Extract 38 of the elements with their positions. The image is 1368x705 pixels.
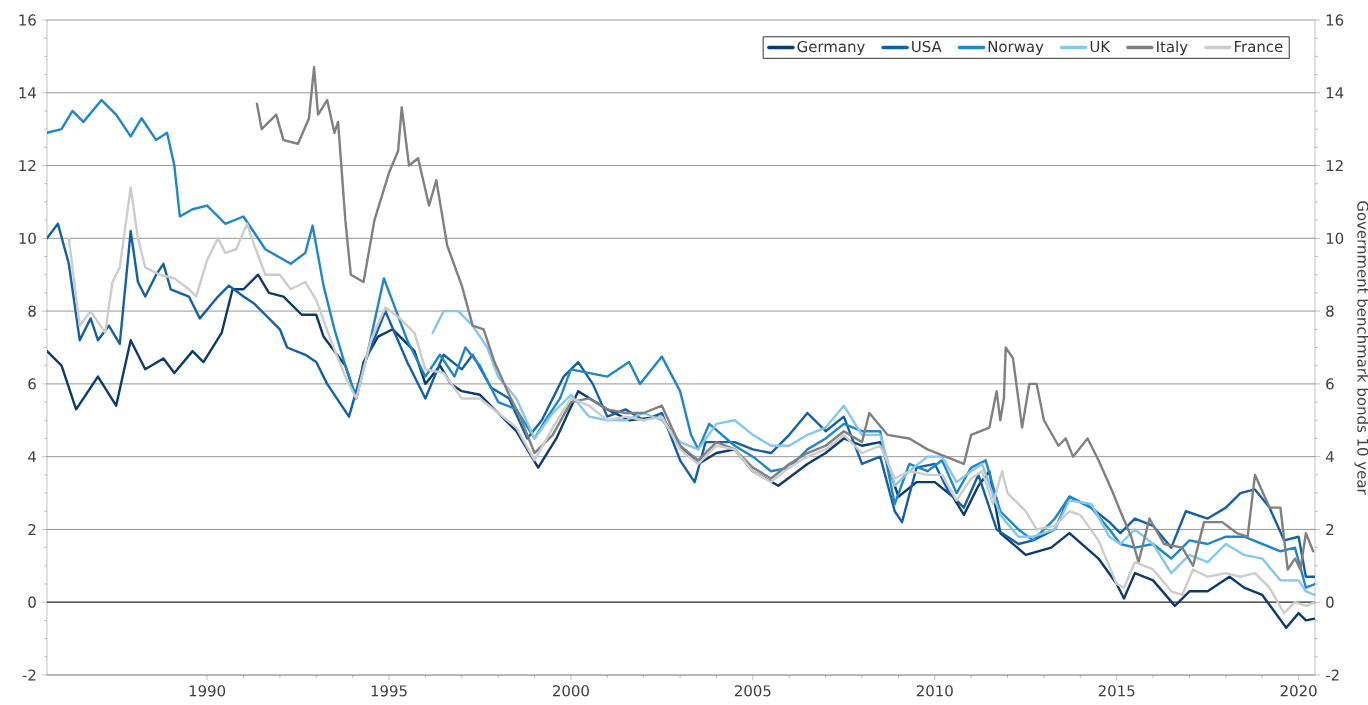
x-tick-label: 1995	[371, 685, 407, 697]
line-series	[47, 222, 1315, 578]
y-tick-label: -2	[22, 669, 36, 681]
line-series	[67, 186, 1315, 615]
y2-axis-title: Government benchmark bonds 10 year	[1354, 201, 1368, 495]
legend-label: Italy	[1157, 40, 1188, 56]
legend-label: Germany	[797, 40, 865, 56]
x-tick-label: 2005	[734, 685, 771, 697]
y2-tick-label: 12	[1326, 160, 1343, 172]
x-tick-label: 2015	[1098, 685, 1135, 697]
x-tick-label: 1990	[189, 685, 226, 697]
y-tick-label: 6	[28, 378, 36, 390]
y-tick-label: 10	[19, 232, 36, 244]
y-tick-label: 12	[19, 160, 36, 172]
y2-tick-label: -2	[1325, 669, 1339, 681]
x-tick-label: 2000	[553, 685, 589, 697]
x-tick-label: 2010	[916, 685, 953, 697]
y-tick-label: 8	[28, 305, 36, 317]
y2-tick-label: 0	[1326, 596, 1334, 608]
line-series	[431, 309, 1315, 597]
line-series	[47, 273, 1315, 629]
legend-label: USA	[912, 40, 942, 53]
y-tick-label: 16	[19, 14, 36, 26]
y-tick-label: 4	[28, 451, 36, 463]
y2-tick-label: 10	[1326, 232, 1344, 244]
legend-label: France	[1234, 40, 1283, 53]
y-tick-label: 14	[19, 87, 36, 99]
y-tick-label: 2	[28, 523, 36, 535]
y2-tick-label: 14	[1326, 87, 1344, 99]
x-tick-label: 2020	[1280, 685, 1317, 697]
y2-tick-label: 8	[1326, 305, 1334, 317]
y2-tick-label: 2	[1326, 523, 1334, 535]
y2-tick-label: 16	[1326, 14, 1344, 26]
legend-label: Norway	[988, 40, 1044, 55]
legend-label: UK	[1090, 40, 1111, 53]
y2-tick-label: 6	[1326, 378, 1334, 390]
y-tick-label: 0	[28, 596, 36, 608]
y2-tick-label: 4	[1325, 451, 1334, 463]
